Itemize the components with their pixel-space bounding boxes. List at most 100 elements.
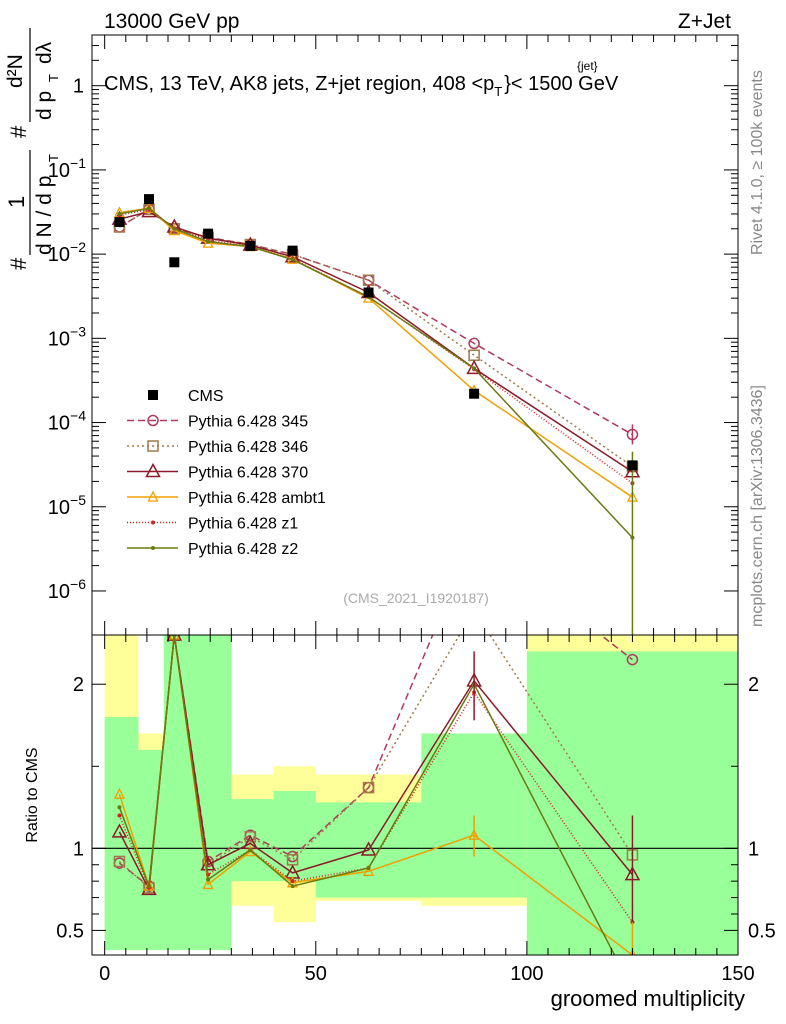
main-title: CMS, 13 TeV, AK8 jets, Z+jet region, 408… bbox=[104, 59, 619, 99]
ratio-series-point bbox=[360, 841, 377, 856]
legend-marker bbox=[151, 520, 155, 525]
analysis-id: (CMS_2021_I1920187) bbox=[343, 590, 489, 606]
main-series-line bbox=[119, 207, 633, 539]
ylabel-d2N: d²N bbox=[4, 54, 27, 88]
ylabel-dpT: d p bbox=[33, 91, 56, 120]
legend-marker bbox=[151, 546, 155, 550]
ratio-series-point bbox=[290, 879, 295, 884]
cms-point bbox=[469, 388, 480, 399]
ratio-ytick-label: 0.5 bbox=[56, 920, 84, 942]
legend-label: Pythia 6.428 z2 bbox=[188, 541, 298, 558]
ratio-series-point bbox=[363, 864, 375, 876]
title-sub: T bbox=[494, 84, 502, 99]
ratio-xtick-label: 100 bbox=[510, 963, 543, 985]
legend-label: Pythia 6.428 z1 bbox=[188, 516, 298, 533]
legend-label: CMS bbox=[188, 388, 224, 405]
main-ytick-label: 10−1 bbox=[48, 155, 86, 182]
ratio-xtick-label: 0 bbox=[99, 963, 110, 985]
main-ticks: 10−6 10−5 10−4 10−3 10−2 10−1 1 bbox=[48, 34, 739, 635]
main-series-point bbox=[202, 236, 214, 248]
main-series-line bbox=[119, 210, 633, 473]
ylabel-T1: T bbox=[46, 154, 61, 162]
title-sup: {jet} bbox=[577, 59, 598, 73]
legend-marker bbox=[147, 490, 159, 502]
main-series-point bbox=[172, 226, 177, 231]
ratio-series-5 bbox=[117, 635, 616, 955]
ylabel-dN: d N / d p bbox=[33, 176, 56, 255]
legend-marker bbox=[147, 440, 159, 452]
legend-cms-marker bbox=[148, 390, 158, 400]
main-series-2 bbox=[111, 203, 641, 478]
main-panel: 10−6 10−5 10−4 10−3 10−2 10−1 1 (CMS_2021_I192… bbox=[4, 28, 739, 636]
ratio-ytick-label: 1 bbox=[73, 838, 84, 860]
main-series-point bbox=[117, 211, 122, 216]
ratio-series-point bbox=[143, 879, 155, 891]
main-series-3 bbox=[113, 201, 638, 502]
main-ytick-label: 10−6 bbox=[48, 576, 86, 603]
header-right: Z+Jet bbox=[678, 10, 731, 33]
main-ylabel: # 1 d N / d p T # d²N d p T dλ bbox=[4, 28, 61, 270]
ratio-panel: 0.5 0.5 1 1 2 2 0 50 100 150 Ratio to CMS groomed… bbox=[24, 634, 776, 1011]
main-series-point bbox=[468, 349, 480, 361]
legend-marker bbox=[147, 414, 159, 427]
ylabel-hash-right: # bbox=[6, 125, 31, 138]
side-label-bottom: mcplots.cern.ch [arXiv:1306.3436] bbox=[749, 385, 766, 627]
main-series-point bbox=[147, 206, 151, 211]
main-series-point bbox=[468, 337, 480, 350]
legend-item-cms: CMS bbox=[148, 388, 224, 405]
ratio-ytick-label-right: 0.5 bbox=[748, 920, 776, 942]
ylabel-T2: T bbox=[46, 74, 61, 82]
title-prefix: CMS, 13 TeV, AK8 jets, Z+jet region, 408… bbox=[104, 73, 494, 95]
cms-point bbox=[287, 245, 298, 256]
ratio-series-point bbox=[290, 884, 295, 889]
main-series-point bbox=[206, 239, 211, 244]
main-series-point bbox=[472, 366, 477, 371]
ratio-series-point bbox=[117, 813, 122, 818]
ratio-series-point bbox=[366, 866, 371, 871]
ratio-series-point bbox=[362, 781, 375, 794]
legend-item-1: Pythia 6.428 346 bbox=[127, 439, 308, 456]
legend-item-5: Pythia 6.428 z2 bbox=[127, 541, 298, 558]
main-cms-points bbox=[114, 194, 638, 471]
title-suffix: }< 1500 GeV bbox=[504, 73, 619, 95]
ylabel-one: 1 bbox=[4, 196, 29, 208]
ratio-series-point bbox=[117, 805, 122, 810]
main-ytick-label: 10−2 bbox=[48, 239, 86, 266]
main-series-point bbox=[284, 248, 301, 263]
legend: CMS Pythia 6.428 345 Pythia 6.428 346 Pythi… bbox=[127, 388, 326, 558]
ratio-series-point bbox=[244, 831, 257, 843]
main-ytick-label: 10−5 bbox=[48, 492, 86, 519]
ratio-series bbox=[111, 635, 641, 955]
legend-label: Pythia 6.428 346 bbox=[188, 439, 308, 456]
ratio-ytick-label-right: 2 bbox=[748, 674, 759, 696]
ratio-xtick-label: 50 bbox=[305, 963, 327, 985]
ratio-series-point bbox=[626, 653, 639, 666]
legend-item-3: Pythia 6.428 ambt1 bbox=[127, 490, 326, 507]
main-series-1 bbox=[113, 203, 639, 473]
legend-item-4: Pythia 6.428 z1 bbox=[127, 516, 298, 533]
svg-text:CMS, 13 TeV, AK8 jets, Z+jet r: CMS, 13 TeV, AK8 jets, Z+jet region, 408… bbox=[104, 73, 619, 99]
ratio-band-green bbox=[163, 635, 190, 951]
main-ytick-label: 10−4 bbox=[48, 408, 86, 435]
main-series-point bbox=[143, 201, 155, 213]
ratio-frame bbox=[91, 634, 739, 956]
ratio-series-point bbox=[147, 884, 151, 889]
ratio-ticks: 0.5 0.5 1 1 2 2 0 50 100 150 bbox=[56, 635, 776, 985]
ratio-ytick-label-right: 1 bbox=[748, 838, 759, 860]
ylabel-hash-left: # bbox=[6, 257, 31, 270]
cms-point bbox=[245, 240, 256, 251]
legend-marker bbox=[145, 462, 161, 478]
cms-point bbox=[169, 257, 180, 268]
ratio-ylabel: Ratio to CMS bbox=[24, 747, 41, 842]
main-ytick-label: 10−3 bbox=[48, 323, 86, 350]
legend-item-2: Pythia 6.428 370 bbox=[127, 462, 308, 482]
x-axis-label: groomed multiplicity bbox=[551, 986, 745, 1011]
header-left: 13000 GeV pp bbox=[104, 10, 239, 33]
ratio-series-point bbox=[113, 787, 125, 799]
ylabel-dl: dλ bbox=[33, 41, 56, 64]
ratio-series-point bbox=[202, 877, 214, 890]
ratio-series-point bbox=[113, 855, 126, 868]
ratio-band-green bbox=[273, 790, 316, 882]
ratio-bands bbox=[92, 635, 738, 955]
